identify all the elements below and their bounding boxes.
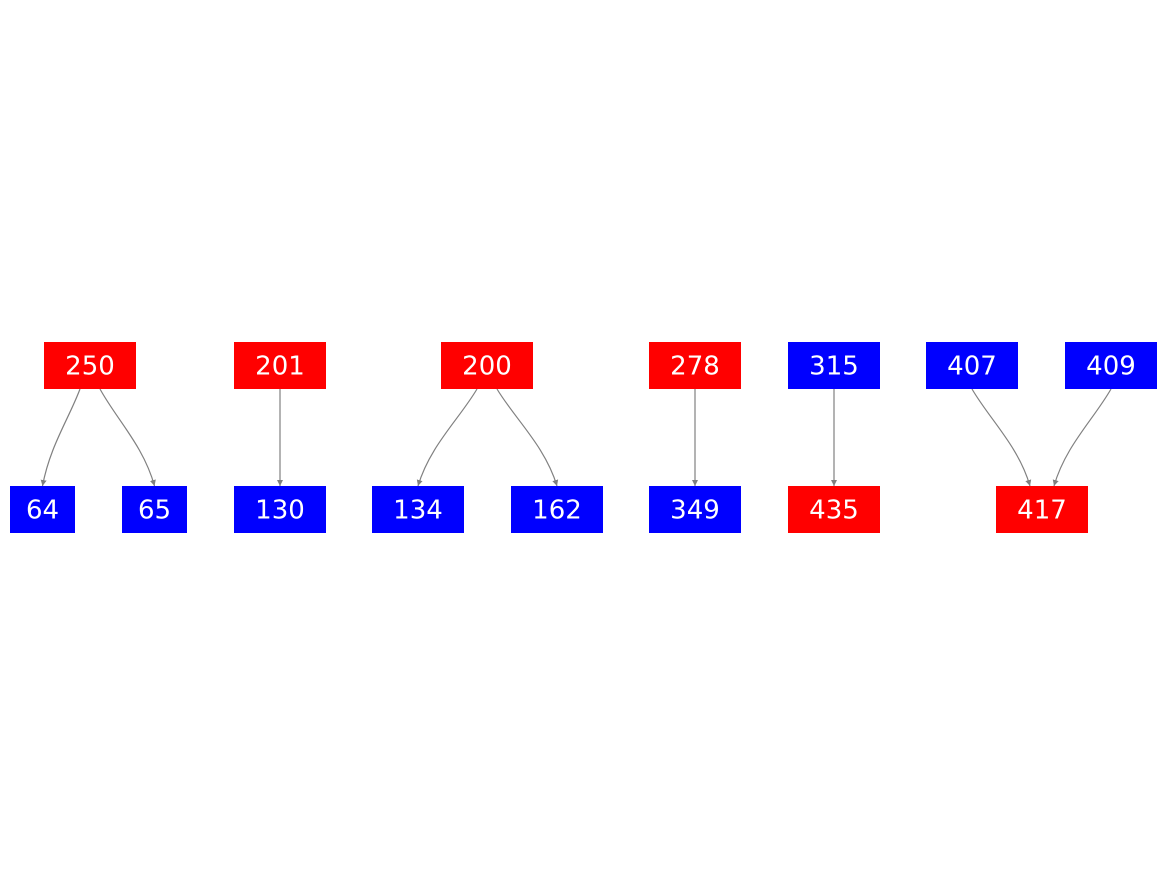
node-162[interactable]: 162 [511,486,603,533]
node-box [122,486,187,533]
node-box [441,342,533,389]
node-box [649,486,741,533]
edge-200-162 [496,388,559,487]
edges [40,388,1112,487]
node-417[interactable]: 417 [996,486,1088,533]
node-box [234,486,326,533]
node-label: 65 [138,496,171,526]
node-box [926,342,1018,389]
node-label: 435 [809,496,859,526]
node-box [511,486,603,533]
node-label: 250 [65,352,115,382]
node-box [788,342,880,389]
node-box [649,342,741,389]
node-box [372,486,464,533]
node-box [996,486,1088,533]
node-64[interactable]: 64 [10,486,75,533]
node-label: 409 [1086,352,1136,382]
node-65[interactable]: 65 [122,486,187,533]
nodes: 250 201 200 278 315 407 409 64 65 130 134 162 349 435… [10,342,1157,533]
node-130[interactable]: 130 [234,486,326,533]
node-label: 162 [532,496,582,526]
node-label: 315 [809,352,859,382]
node-201[interactable]: 201 [234,342,326,389]
node-435[interactable]: 435 [788,486,880,533]
node-349[interactable]: 349 [649,486,741,533]
node-250[interactable]: 250 [44,342,136,389]
edge-200-134 [416,388,478,487]
node-label: 134 [393,496,443,526]
node-box [1065,342,1157,389]
node-box [10,486,75,533]
node-278[interactable]: 278 [649,342,741,389]
node-409[interactable]: 409 [1065,342,1157,389]
edge-250-64 [40,388,81,487]
node-label: 278 [670,352,720,382]
edge-250-65 [99,388,156,487]
node-box [44,342,136,389]
node-label: 200 [462,352,512,382]
node-407[interactable]: 407 [926,342,1018,389]
node-200[interactable]: 200 [441,342,533,389]
node-label: 417 [1017,496,1067,526]
node-label: 201 [255,352,305,382]
node-134[interactable]: 134 [372,486,464,533]
node-label: 64 [26,496,59,526]
node-label: 130 [255,496,305,526]
edge-407-417 [971,388,1032,487]
node-box [788,486,880,533]
node-box [234,342,326,389]
node-label: 349 [670,496,720,526]
node-label: 407 [947,352,997,382]
edge-409-417 [1052,388,1112,487]
node-315[interactable]: 315 [788,342,880,389]
